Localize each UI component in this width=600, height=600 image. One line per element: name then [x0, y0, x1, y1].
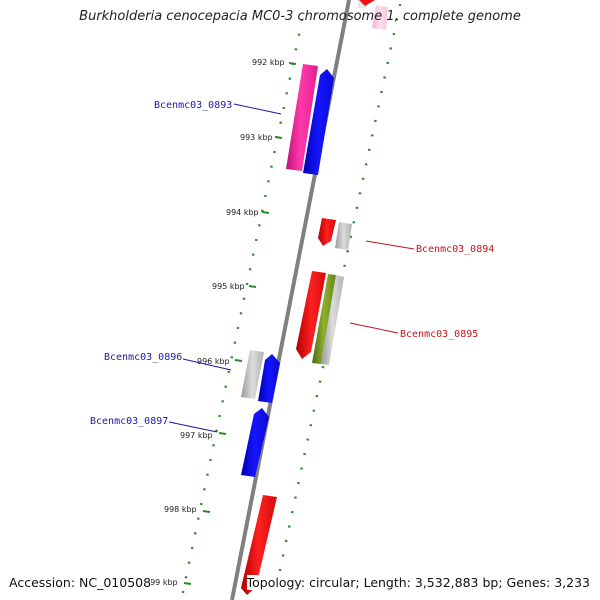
major-tick [288, 62, 297, 65]
tick-label: 997 kbp [180, 431, 213, 440]
tick-label: 993 kbp [240, 133, 273, 142]
leader-line-0894 [365, 240, 415, 250]
major-tick [248, 285, 257, 288]
gene-blue-0896[interactable] [258, 354, 280, 403]
leader-line-0893 [233, 103, 282, 115]
major-tick [274, 136, 283, 139]
tick-label: 995 kbp [212, 282, 245, 291]
leader-line-0895 [349, 322, 399, 334]
gene-label-0895[interactable]: Bcenmc03_0895 [400, 329, 478, 340]
gene-red-top[interactable] [359, 0, 375, 6]
leader-line-0897 [168, 421, 218, 433]
gene-magenta[interactable] [286, 64, 318, 171]
gene-pink-top[interactable] [372, 5, 388, 30]
accession-text: Accession: NC_010508 [9, 575, 152, 590]
gene-label-0893[interactable]: Bcenmc03_0893 [154, 100, 232, 111]
gene-gray-0896[interactable] [241, 350, 264, 399]
gene-red-0895[interactable] [296, 271, 326, 359]
gene-red-bottom[interactable] [241, 495, 277, 595]
gene-label-0894[interactable]: Bcenmc03_0894 [416, 244, 494, 255]
gene-gray-0894[interactable] [335, 222, 352, 250]
gene-label-0897[interactable]: Bcenmc03_0897 [90, 416, 168, 427]
scale-ticks: 992 kbp 993 kbp 994 kbp 995 kbp 996 kbp … [145, 58, 297, 587]
major-tick [218, 432, 227, 435]
gene-red-0894[interactable] [318, 218, 336, 246]
tick-track-inner [181, 18, 304, 594]
gene-label-0896[interactable]: Bcenmc03_0896 [104, 352, 182, 363]
tick-label: 994 kbp [226, 208, 259, 217]
gene-gray-0895[interactable] [321, 275, 344, 365]
tick-label: 998 kbp [164, 505, 197, 514]
tick-label: 996 kbp [197, 357, 230, 366]
major-tick [261, 211, 270, 214]
gene-blue-0893[interactable] [303, 69, 334, 175]
tick-label: 999 kbp [145, 578, 178, 587]
leader-line-0896 [182, 358, 232, 371]
gene-blue-0897[interactable] [241, 408, 269, 477]
major-tick [202, 510, 211, 513]
gene-olive-0895[interactable] [312, 274, 336, 364]
topology-text: Topology: circular; Length: 3,532,883 bp… [246, 575, 590, 590]
major-tick [234, 359, 243, 362]
map-title: Burkholderia cenocepacia MC0-3 chromosom… [79, 9, 521, 24]
major-tick [183, 582, 192, 585]
tick-label: 992 kbp [252, 58, 285, 67]
